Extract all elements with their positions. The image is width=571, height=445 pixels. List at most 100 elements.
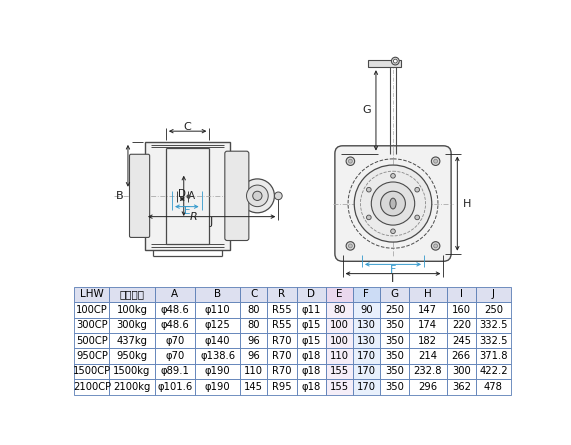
Text: I: I <box>460 289 463 299</box>
Text: 300CP: 300CP <box>76 320 108 330</box>
Text: 100: 100 <box>330 320 349 330</box>
Bar <box>195 333 240 348</box>
Bar <box>267 379 297 395</box>
Bar <box>447 302 476 318</box>
Bar <box>297 364 326 379</box>
Text: 80: 80 <box>333 305 345 315</box>
Bar <box>380 287 409 302</box>
Text: φ15: φ15 <box>301 336 321 346</box>
Circle shape <box>240 179 275 213</box>
Text: φ190: φ190 <box>205 366 231 376</box>
Bar <box>74 333 109 348</box>
Bar <box>353 379 380 395</box>
Text: φ101.6: φ101.6 <box>157 382 192 392</box>
Text: φ18: φ18 <box>301 351 321 361</box>
Bar <box>195 287 240 302</box>
Text: 160: 160 <box>452 305 471 315</box>
Text: 220: 220 <box>452 320 471 330</box>
Text: 2100kg: 2100kg <box>113 382 151 392</box>
Text: 130: 130 <box>357 336 376 346</box>
Text: φ70: φ70 <box>165 336 184 346</box>
Bar <box>447 364 476 379</box>
Circle shape <box>431 242 440 250</box>
Bar <box>409 364 447 379</box>
Text: 170: 170 <box>357 382 376 392</box>
Bar <box>267 302 297 318</box>
Text: R70: R70 <box>272 351 292 361</box>
Text: 300: 300 <box>452 366 471 376</box>
Bar <box>326 379 353 395</box>
Bar <box>447 287 476 302</box>
Text: 437kg: 437kg <box>116 336 147 346</box>
Text: C: C <box>184 121 191 132</box>
Text: H: H <box>424 289 432 299</box>
Text: 250: 250 <box>484 305 503 315</box>
Bar <box>195 318 240 333</box>
Bar <box>368 61 401 67</box>
Text: φ48.6: φ48.6 <box>160 305 189 315</box>
Bar <box>195 364 240 379</box>
Text: 332.5: 332.5 <box>479 320 508 330</box>
Bar <box>326 348 353 364</box>
Bar <box>155 333 195 348</box>
Bar <box>353 348 380 364</box>
Circle shape <box>434 244 437 248</box>
Bar <box>267 318 297 333</box>
Bar <box>155 348 195 364</box>
Circle shape <box>381 191 405 216</box>
Circle shape <box>346 242 355 250</box>
Text: φ18: φ18 <box>301 382 321 392</box>
Bar <box>195 302 240 318</box>
Text: 80: 80 <box>248 320 260 330</box>
Bar <box>109 287 155 302</box>
Bar <box>409 287 447 302</box>
Circle shape <box>371 182 415 225</box>
Circle shape <box>348 159 352 163</box>
Text: R95: R95 <box>272 382 292 392</box>
Text: 90: 90 <box>360 305 372 315</box>
Bar <box>155 302 195 318</box>
Text: J: J <box>210 217 214 227</box>
Circle shape <box>431 157 440 166</box>
Bar <box>409 333 447 348</box>
Bar <box>326 318 353 333</box>
Text: 422.2: 422.2 <box>479 366 508 376</box>
Circle shape <box>392 57 399 65</box>
Text: 100kg: 100kg <box>116 305 147 315</box>
Bar <box>297 379 326 395</box>
FancyBboxPatch shape <box>225 151 249 240</box>
Bar <box>476 379 511 395</box>
Text: φ125: φ125 <box>205 320 231 330</box>
Circle shape <box>275 192 282 200</box>
Text: 214: 214 <box>419 351 437 361</box>
Bar <box>476 364 511 379</box>
Bar <box>297 348 326 364</box>
Bar <box>145 142 230 250</box>
Bar <box>476 318 511 333</box>
Bar <box>240 333 267 348</box>
Text: A: A <box>171 289 178 299</box>
Text: 147: 147 <box>419 305 437 315</box>
Bar <box>109 302 155 318</box>
FancyBboxPatch shape <box>130 154 150 238</box>
Circle shape <box>354 165 432 242</box>
Circle shape <box>367 187 371 192</box>
Bar <box>409 379 447 395</box>
Text: 371.8: 371.8 <box>479 351 508 361</box>
Bar <box>447 318 476 333</box>
Bar <box>240 318 267 333</box>
Text: 500CP: 500CP <box>76 336 108 346</box>
Bar <box>297 318 326 333</box>
Text: B: B <box>214 289 221 299</box>
Circle shape <box>391 174 395 178</box>
Circle shape <box>415 187 420 192</box>
Text: φ140: φ140 <box>205 336 231 346</box>
Text: 170: 170 <box>357 366 376 376</box>
Text: F: F <box>363 289 369 299</box>
Text: 950kg: 950kg <box>116 351 147 361</box>
Bar <box>297 287 326 302</box>
Bar <box>240 287 267 302</box>
FancyBboxPatch shape <box>335 146 451 261</box>
Bar <box>267 287 297 302</box>
Bar <box>74 379 109 395</box>
